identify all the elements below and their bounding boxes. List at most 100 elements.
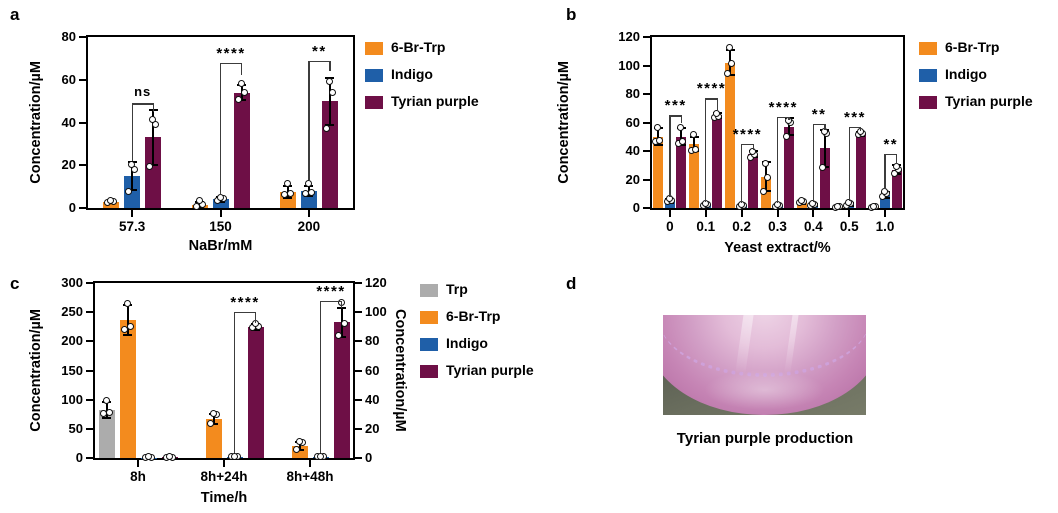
data-point — [869, 202, 877, 210]
y-axis-tick — [86, 369, 93, 372]
error-bar — [328, 77, 331, 125]
y-right-tick-label: 120 — [365, 275, 387, 290]
bar-tyrian-purple — [784, 126, 794, 208]
y-right-tick-label: 40 — [365, 391, 380, 407]
data-point — [690, 131, 698, 139]
data-point — [677, 124, 685, 132]
y-axis-tick — [79, 36, 86, 38]
error-bar-cap — [123, 333, 132, 336]
sig-bracket-left — [705, 98, 707, 203]
y-right-tick-label: 60 — [365, 362, 380, 378]
x-tick-label: 8h+24h — [200, 469, 248, 484]
y-tick-label: 0 — [632, 200, 640, 215]
sig-bracket-top — [669, 115, 683, 117]
legend-swatch-6-br-trp — [365, 42, 383, 55]
bar-6-br-trp — [689, 143, 700, 208]
legend-label-6-br-trp: 6-Br-Trp — [391, 39, 446, 55]
bar-tyrian-purple — [712, 115, 723, 208]
error-bar-cap — [325, 123, 335, 126]
x-axis-title: Yeast extract/% — [724, 240, 831, 256]
sig-bracket-left — [812, 123, 815, 202]
error-bar — [126, 304, 129, 335]
legend-swatch-tyrian-purple — [919, 96, 937, 109]
significance-label: **** — [230, 294, 260, 312]
y-axis-right-tick — [355, 369, 362, 372]
legend-swatch-indigo — [919, 69, 937, 82]
y-tick-label: 100 — [618, 57, 640, 73]
x-tick-label: 0.1 — [696, 219, 716, 234]
x-tick-label: 0.3 — [768, 219, 787, 234]
sig-bracket-right — [824, 123, 826, 130]
sig-bracket-left — [669, 115, 671, 197]
flask-bubble-rim — [663, 315, 866, 377]
x-tick-label: 57.3 — [119, 219, 146, 234]
bar-trp — [98, 410, 115, 458]
y-right-tick-label: 80 — [365, 333, 380, 349]
sig-bracket-left — [741, 143, 743, 203]
y-axis-tick — [643, 178, 650, 181]
y-axis-tick — [643, 121, 650, 124]
x-axis-tick — [848, 210, 851, 217]
data-point — [230, 452, 238, 460]
y-axis-right-tick — [355, 311, 362, 314]
legend-swatch-tyrian-purple — [420, 365, 438, 378]
y-axis-tick — [86, 340, 93, 343]
error-bar — [212, 413, 215, 425]
sig-bracket-top — [131, 103, 154, 105]
data-point — [286, 190, 294, 198]
sig-bracket-top — [848, 126, 862, 129]
y-axis-title-text: Concentration/µM — [28, 61, 44, 184]
y-axis-right-title: Concentration/µM — [392, 283, 408, 458]
panel-d-label: d — [566, 274, 577, 293]
error-bar — [298, 442, 301, 451]
sig-bracket-top — [884, 153, 898, 156]
sig-bracket-right — [240, 62, 243, 76]
sig-bracket-right — [860, 126, 862, 132]
sig-bracket-right — [340, 300, 343, 308]
flask-glare — [703, 370, 826, 410]
legend-label-6-br-trp: 6-Br-Trp — [446, 308, 501, 324]
legend-label-tyrian-purple: Tyrian purple — [945, 93, 1033, 109]
error-bar-cap — [195, 207, 204, 209]
data-point — [131, 165, 139, 173]
data-point — [234, 96, 242, 104]
y-axis-right-title-text: Concentration/µM — [392, 309, 408, 432]
legend-swatch-tyrian-purple — [365, 96, 383, 109]
significance-label: ** — [883, 135, 899, 153]
sig-bracket-right — [680, 115, 683, 123]
sig-bracket-right — [752, 143, 754, 150]
x-axis-tick — [307, 210, 310, 217]
sig-bracket-right — [329, 60, 331, 72]
x-axis-tick — [219, 210, 222, 217]
error-bar-cap — [148, 164, 158, 167]
legend-swatch-trp — [420, 284, 438, 297]
data-point — [209, 410, 217, 418]
bar-indigo — [124, 175, 141, 208]
data-point — [692, 145, 700, 153]
y-tick-label: 60 — [61, 71, 76, 87]
legend-swatch-6-br-trp — [420, 311, 438, 324]
x-tick-label: 0.2 — [732, 219, 752, 234]
data-point — [216, 194, 224, 202]
data-point — [105, 408, 113, 416]
x-tick-label: 0 — [666, 219, 674, 234]
bar-6-br-trp — [103, 202, 120, 208]
data-point — [146, 163, 154, 171]
sig-bracket-top — [319, 300, 343, 302]
data-point — [833, 202, 841, 210]
y-right-tick-label: 0 — [365, 450, 373, 465]
sig-bracket-right — [716, 98, 718, 112]
data-point — [237, 80, 245, 88]
tyrian-purple-flask-photo — [663, 315, 866, 415]
x-axis-tick — [704, 210, 707, 217]
data-point — [764, 174, 771, 182]
x-axis-tick — [137, 460, 139, 467]
sig-bracket-left — [308, 60, 310, 181]
bar-indigo — [212, 199, 229, 208]
y-right-tick-label: 20 — [365, 420, 380, 436]
sig-bracket-top — [812, 123, 826, 126]
significance-label: ns — [134, 84, 152, 100]
legend-label-indigo: Indigo — [945, 66, 987, 82]
y-axis-right-tick — [355, 282, 362, 284]
